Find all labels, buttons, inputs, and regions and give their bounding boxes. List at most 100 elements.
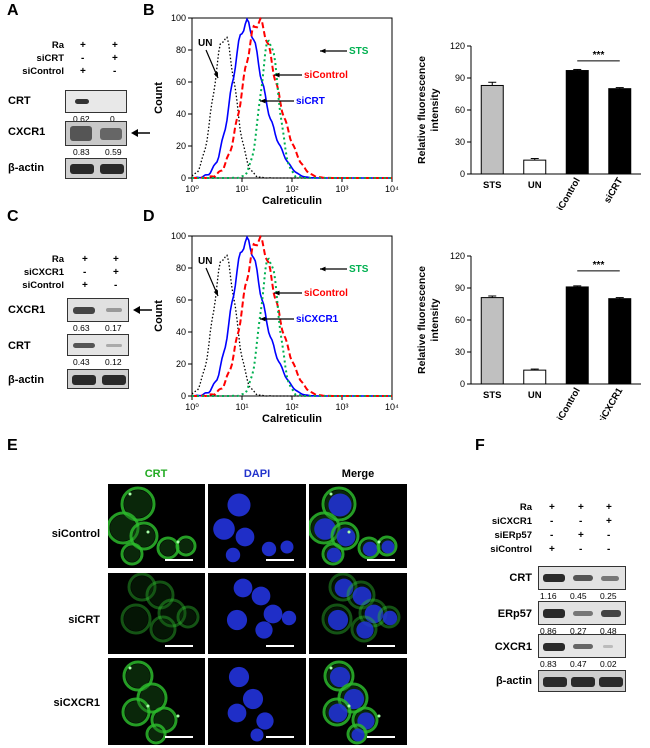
plot-frame [191,235,393,397]
x-tick-label: 10¹ [235,184,248,194]
nucleus [281,610,297,626]
condition-sign: - [607,544,611,555]
quantification: 0.43 [73,357,90,367]
quantification: 0.63 [73,323,90,333]
condition-sign: + [606,516,612,527]
cell-membrane [309,511,341,545]
y-tick-label: 120 [450,41,465,51]
y-tick-label: 0 [181,391,186,401]
label-sicontrol: siControl [304,288,348,299]
nucleus [356,621,374,639]
condition-sign: + [113,267,119,278]
nucleus [226,609,248,631]
micrograph-crt [108,658,205,745]
x-tick-label: 10⁰ [185,184,199,194]
blot-strip [538,634,626,658]
protein-label: CXCR1 [8,304,46,316]
blot-strip [65,121,127,146]
protein-label: ERp57 [497,608,532,620]
micrograph-dapi [208,484,306,568]
blot-strip [67,334,129,356]
histogram-curve-six [192,235,392,397]
nucleus [336,527,356,547]
histogram-b: 0 20 40 60 80 100 10⁰ 10¹ 10² 10³ 10⁴ Calreticulin C… [153,13,399,205]
bar-chart-b: 0 30 60 90 120 Relative fluorescence intensity… [416,41,641,210]
cell-body [124,607,148,631]
micrograph-crt [108,573,205,654]
micrograph-image [227,666,274,742]
protein-label: CXCR1 [494,641,532,653]
y-tick-label: 80 [176,45,186,55]
y-tick-label: 60 [176,77,186,87]
plot-frame [191,17,393,179]
blot-strip [65,90,127,113]
x-tick-label: 10³ [335,402,348,412]
arrow-un-head [213,290,218,296]
bar-sicxcr1 [608,298,632,385]
protein-label: CRT [509,572,532,584]
significance-label: *** [593,50,605,61]
nucleus [329,666,351,688]
arrow-un-head [213,72,218,78]
micrograph-merge [309,484,407,568]
y-tick-label: 100 [171,231,186,241]
x-tick-label: 10² [285,402,298,412]
nucleus [261,541,277,557]
column-label-dapi: DAPI [243,468,271,480]
condition-sign: - [579,516,583,527]
y-tick-label: 20 [176,359,186,369]
label-sirna: siCXCR1 [296,314,339,325]
cell-body [124,490,152,518]
puncta [128,666,132,670]
histogram-curve-un [191,254,392,397]
condition-sign: - [81,53,85,64]
condition-sign: - [114,280,118,291]
cell-membrane [129,521,159,551]
condition-label: siERp57 [494,530,533,541]
protein-label: β-actin [495,675,532,687]
bar-un [523,369,547,385]
micrograph-merge [309,658,407,745]
x-axis-label: Calreticulin [262,195,322,205]
significance-label: *** [593,260,605,271]
quantification: 0.45 [570,591,587,601]
cell-body [161,602,183,624]
condition-label: siControl [22,280,64,291]
micrograph-image [108,486,197,566]
condition-label: siControl [22,66,64,77]
quantification: 0.86 [540,626,557,636]
row-label: siCRT [68,614,100,626]
nucleus [251,586,271,606]
cell-membrane [108,511,140,545]
nucleus [250,728,264,742]
y-tick-label: 20 [176,141,186,151]
cell-membrane [122,660,154,692]
y-tick-label: 60 [455,315,465,325]
micrograph-image [121,660,180,745]
cell-membrane [175,535,197,557]
cell-membrane [321,603,353,635]
cell-membrane [377,605,401,629]
quantification: 0.02 [600,659,617,669]
micrograph-dapi [208,573,306,654]
micrograph-image [322,660,381,745]
quantification: 0.27 [570,626,587,636]
y-tick-label: 40 [176,109,186,119]
cell-body [131,576,153,598]
puncta [176,714,180,718]
nucleus [381,540,395,554]
y-tick-label: 0 [460,169,465,179]
blot-strip [65,158,127,179]
cell-membrane [350,615,378,643]
nucleus [255,621,273,639]
x-tick-label: siCRT [602,176,625,205]
condition-sign: + [80,66,86,77]
y-tick-label: 0 [460,379,465,389]
bar-chart-d: 0 30 60 90 120 Relative fluorescence intensity… [416,251,641,420]
y-axis-label-line1: Relative fluorescence [416,266,428,374]
x-tick-label: UN [528,390,542,401]
bar-sicrt [608,88,632,175]
row-label: siCXCR1 [53,697,100,709]
histogram-curve-six [192,17,392,179]
quantification: 0.17 [105,323,122,333]
